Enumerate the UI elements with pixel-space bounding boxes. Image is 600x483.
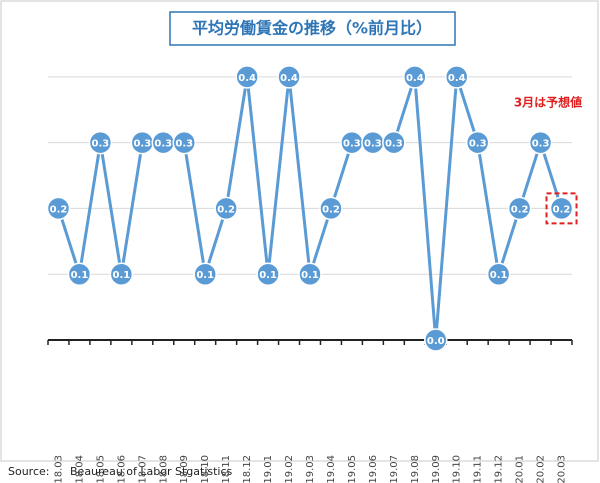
- title-box: [169, 11, 456, 46]
- marker: [67, 262, 92, 286]
- x-tick-label: 2018.11: [221, 455, 232, 483]
- value-label: 0.3: [92, 139, 110, 150]
- marker: [424, 328, 448, 352]
- source: Beaureau of Labor Stgatistics: [70, 465, 233, 478]
- marker: [46, 196, 71, 221]
- chart-title: 平均労働賃金の推移（%前月比）: [192, 19, 432, 38]
- value-label: 0.2: [217, 204, 235, 215]
- value-label: 0.2: [511, 204, 529, 215]
- value-label: 0.3: [385, 139, 403, 150]
- x-tick-label: 2018.09: [179, 455, 190, 483]
- x-tick-label: 2019.05: [347, 455, 358, 483]
- marker: [507, 196, 532, 221]
- x-tick-label: 2018.10: [200, 455, 211, 483]
- marker: [214, 196, 238, 221]
- value-label: 0.2: [50, 204, 68, 215]
- value-label: 0.3: [133, 139, 151, 150]
- marker: [88, 130, 113, 155]
- marker: [444, 65, 469, 89]
- x-tick-label: 2019.12: [494, 455, 505, 483]
- x-tick-label: 2018.05: [95, 455, 106, 483]
- marker: [486, 262, 511, 286]
- value-label: 0.3: [154, 139, 172, 150]
- value-label: 0.0: [427, 336, 445, 347]
- value-label: 0.1: [113, 270, 131, 281]
- marker: [109, 262, 134, 286]
- annotation: 3月は予想値: [514, 95, 582, 110]
- value-label: 0.2: [553, 204, 571, 215]
- marker: [172, 130, 196, 155]
- value-label: 0.3: [175, 139, 193, 150]
- forecast-highlight: [545, 192, 578, 225]
- value-label: 0.1: [301, 270, 319, 281]
- x-tick-label: 2018.04: [74, 455, 85, 483]
- marker: [382, 130, 406, 155]
- x-tick-label: 2019.09: [431, 455, 442, 483]
- value-label: 0.2: [322, 204, 340, 215]
- x-tick-label: 2019.08: [410, 455, 421, 483]
- x-tick-label: 2019.04: [326, 455, 337, 483]
- marker: [277, 65, 301, 89]
- source-label: Source:: [8, 465, 50, 478]
- marker: [403, 65, 427, 89]
- x-tick-label: 2020.03: [557, 455, 568, 483]
- x-tick-label: 2018.12: [242, 455, 253, 483]
- x-tick-label: 2019.10: [452, 455, 463, 483]
- marker: [319, 196, 343, 221]
- marker: [235, 65, 259, 89]
- value-label: 0.4: [406, 73, 424, 84]
- x-tick-label: 2019.01: [263, 455, 274, 483]
- value-label: 0.1: [196, 270, 214, 281]
- value-label: 0.3: [343, 139, 361, 150]
- marker: [298, 262, 322, 286]
- x-tick-label: 2019.07: [389, 455, 400, 483]
- x-tick-label: 2018.08: [158, 455, 169, 483]
- value-label: 0.3: [469, 139, 487, 150]
- value-label: 0.1: [259, 270, 277, 281]
- marker: [549, 196, 574, 221]
- x-tick-label: 2018.03: [53, 455, 64, 483]
- chart-frame: [0, 0, 599, 462]
- value-label: 0.4: [448, 73, 466, 84]
- marker: [465, 130, 490, 155]
- x-tick-label: 2019.06: [368, 455, 379, 483]
- value-label: 0.1: [490, 270, 508, 281]
- x-tick-label: 2020.01: [515, 455, 526, 483]
- value-label: 0.1: [71, 270, 89, 281]
- marker: [256, 262, 280, 286]
- marker: [528, 130, 553, 155]
- marker: [193, 262, 217, 286]
- value-label: 0.3: [532, 139, 550, 150]
- x-tick-label: 2019.02: [284, 455, 295, 483]
- x-tick-label: 2018.06: [116, 455, 127, 483]
- x-tick-label: 2019.11: [473, 455, 484, 483]
- value-label: 0.3: [364, 139, 382, 150]
- x-tick-label: 2019.03: [305, 455, 316, 483]
- value-label: 0.4: [238, 73, 256, 84]
- value-label: 0.4: [280, 73, 298, 84]
- x-tick-label: 2018.07: [137, 455, 148, 483]
- x-tick-label: 2020.02: [536, 455, 547, 483]
